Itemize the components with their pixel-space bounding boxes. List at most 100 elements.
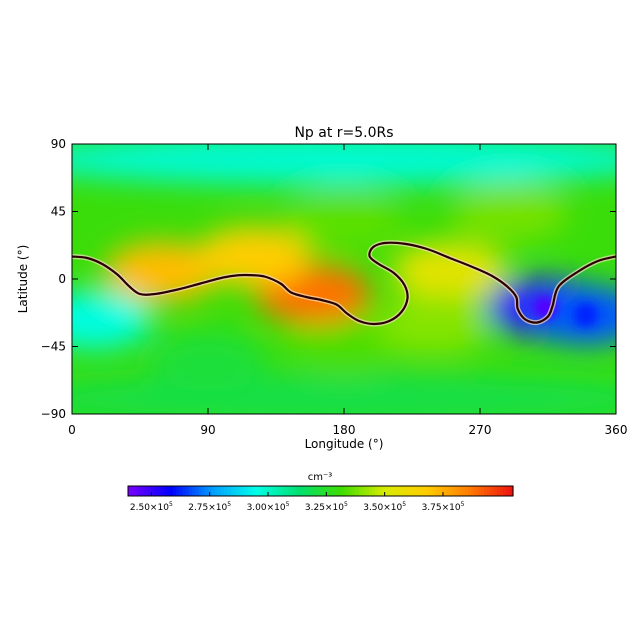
colorbar-segment <box>240 486 245 496</box>
colorbar-segment <box>185 486 190 496</box>
colorbar-segment <box>131 486 136 496</box>
colorbar-segment <box>339 486 344 496</box>
colorbar-segment <box>195 486 200 496</box>
colorbar-segment <box>217 486 222 496</box>
colorbar-segment <box>484 486 488 496</box>
colorbar-segment <box>310 486 315 496</box>
colorbar-segment <box>166 486 171 496</box>
colorbar-segment <box>291 486 296 496</box>
colorbar-segment <box>278 486 283 496</box>
colorbar-segment <box>503 486 508 496</box>
neutral-line-layer <box>72 240 616 327</box>
heatmap-region <box>286 316 402 377</box>
colorbar-segment <box>436 486 440 496</box>
colorbar-segment <box>349 486 354 496</box>
colorbar-segment <box>416 486 421 496</box>
colorbar-segment <box>227 486 232 496</box>
colorbar-segment <box>282 486 286 496</box>
heatmap-region <box>452 181 569 242</box>
colorbar-segment <box>423 486 427 496</box>
colorbar-segment <box>188 486 193 496</box>
colorbar-segment <box>128 486 132 496</box>
colorbar-segment <box>384 486 389 496</box>
colorbar-segment <box>493 486 498 496</box>
y-tick-label: 45 <box>51 205 66 219</box>
colorbar-segment <box>317 486 322 496</box>
colorbar-segment <box>153 486 158 496</box>
colorbar-segment <box>137 486 142 496</box>
colorbar: 2.50×105 2.75×105 3.00×105 3.25×105 3.50×105… <box>127 485 514 513</box>
colorbar-segment <box>301 486 306 496</box>
colorbar-segment <box>208 486 213 496</box>
y-tick-label: 90 <box>51 137 66 151</box>
colorbar-segment <box>426 486 431 496</box>
colorbar-tick-label: 2.50×105 <box>130 501 173 513</box>
colorbar-segment <box>192 486 196 496</box>
heatmap-region <box>72 144 616 185</box>
heatmap-region <box>376 294 493 354</box>
colorbar-segment <box>429 486 434 496</box>
colorbar-tick-label: 3.25×105 <box>305 501 348 513</box>
colorbar-segment <box>352 486 357 496</box>
y-axis: −90 −45 0 45 90 <box>41 137 616 421</box>
colorbar-segment <box>285 486 290 496</box>
colorbar-segment <box>442 486 447 496</box>
heatmap-region <box>391 241 508 302</box>
y-tick-label: 0 <box>58 272 66 286</box>
colorbar-segment <box>342 486 347 496</box>
colorbar-segment <box>294 486 299 496</box>
colorbar-segment <box>269 486 273 496</box>
x-axis: 0 90 180 270 360 <box>68 144 627 437</box>
colorbar-tick-label: 3.75×105 <box>422 501 465 513</box>
colorbar-segment <box>461 486 466 496</box>
colorbar-segment <box>333 486 338 496</box>
colorbar-segment <box>201 486 206 496</box>
colorbar-segment <box>474 486 479 496</box>
colorbar-segment <box>403 486 408 496</box>
colorbar-segment <box>314 486 318 496</box>
neutral-line <box>72 241 616 326</box>
x-tick-label: 360 <box>605 423 628 437</box>
colorbar-segment <box>448 486 453 496</box>
colorbar-segment <box>147 486 152 496</box>
colorbar-segment <box>452 486 456 496</box>
colorbar-segment <box>378 486 383 496</box>
colorbar-segment <box>253 486 257 496</box>
colorbar-segment <box>140 486 145 496</box>
colorbar-segment <box>400 486 405 496</box>
colorbar-segment <box>323 486 328 496</box>
y-tick-label: −90 <box>41 407 66 421</box>
colorbar-segment <box>381 486 386 496</box>
colorbar-segment <box>320 486 325 496</box>
colorbar-segment <box>477 486 482 496</box>
colorbar-segment <box>468 486 472 496</box>
colorbar-segment <box>445 486 450 496</box>
colorbar-segment <box>509 486 514 496</box>
colorbar-segment <box>249 486 254 496</box>
colorbar-segment <box>211 486 216 496</box>
colorbar-segment <box>246 486 251 496</box>
colorbar-segment <box>243 486 248 496</box>
colorbar-segment <box>487 486 492 496</box>
colorbar-segment <box>272 486 277 496</box>
x-axis-label: Longitude (°) <box>305 437 384 451</box>
heatmap-region <box>195 226 312 287</box>
colorbar-segment <box>464 486 469 496</box>
colorbar-segment <box>304 486 309 496</box>
colorbar-segment <box>172 486 177 496</box>
colorbar-segment <box>179 486 184 496</box>
heatmap-core <box>573 303 598 327</box>
colorbar-segment <box>490 486 495 496</box>
colorbar-segment <box>506 486 511 496</box>
colorbar-segment <box>214 486 219 496</box>
chart-title: Np at r=5.0Rs <box>294 125 393 141</box>
colorbar-segment <box>365 486 370 496</box>
colorbar-segment <box>419 486 424 496</box>
colorbar-segment <box>471 486 476 496</box>
heatmap-field <box>72 144 616 414</box>
y-tick-label: −45 <box>41 340 66 354</box>
colorbar-tick-label: 3.00×105 <box>247 501 290 513</box>
colorbar-segment <box>237 486 241 496</box>
colorbar-segment <box>413 486 418 496</box>
x-tick-label: 270 <box>469 423 492 437</box>
